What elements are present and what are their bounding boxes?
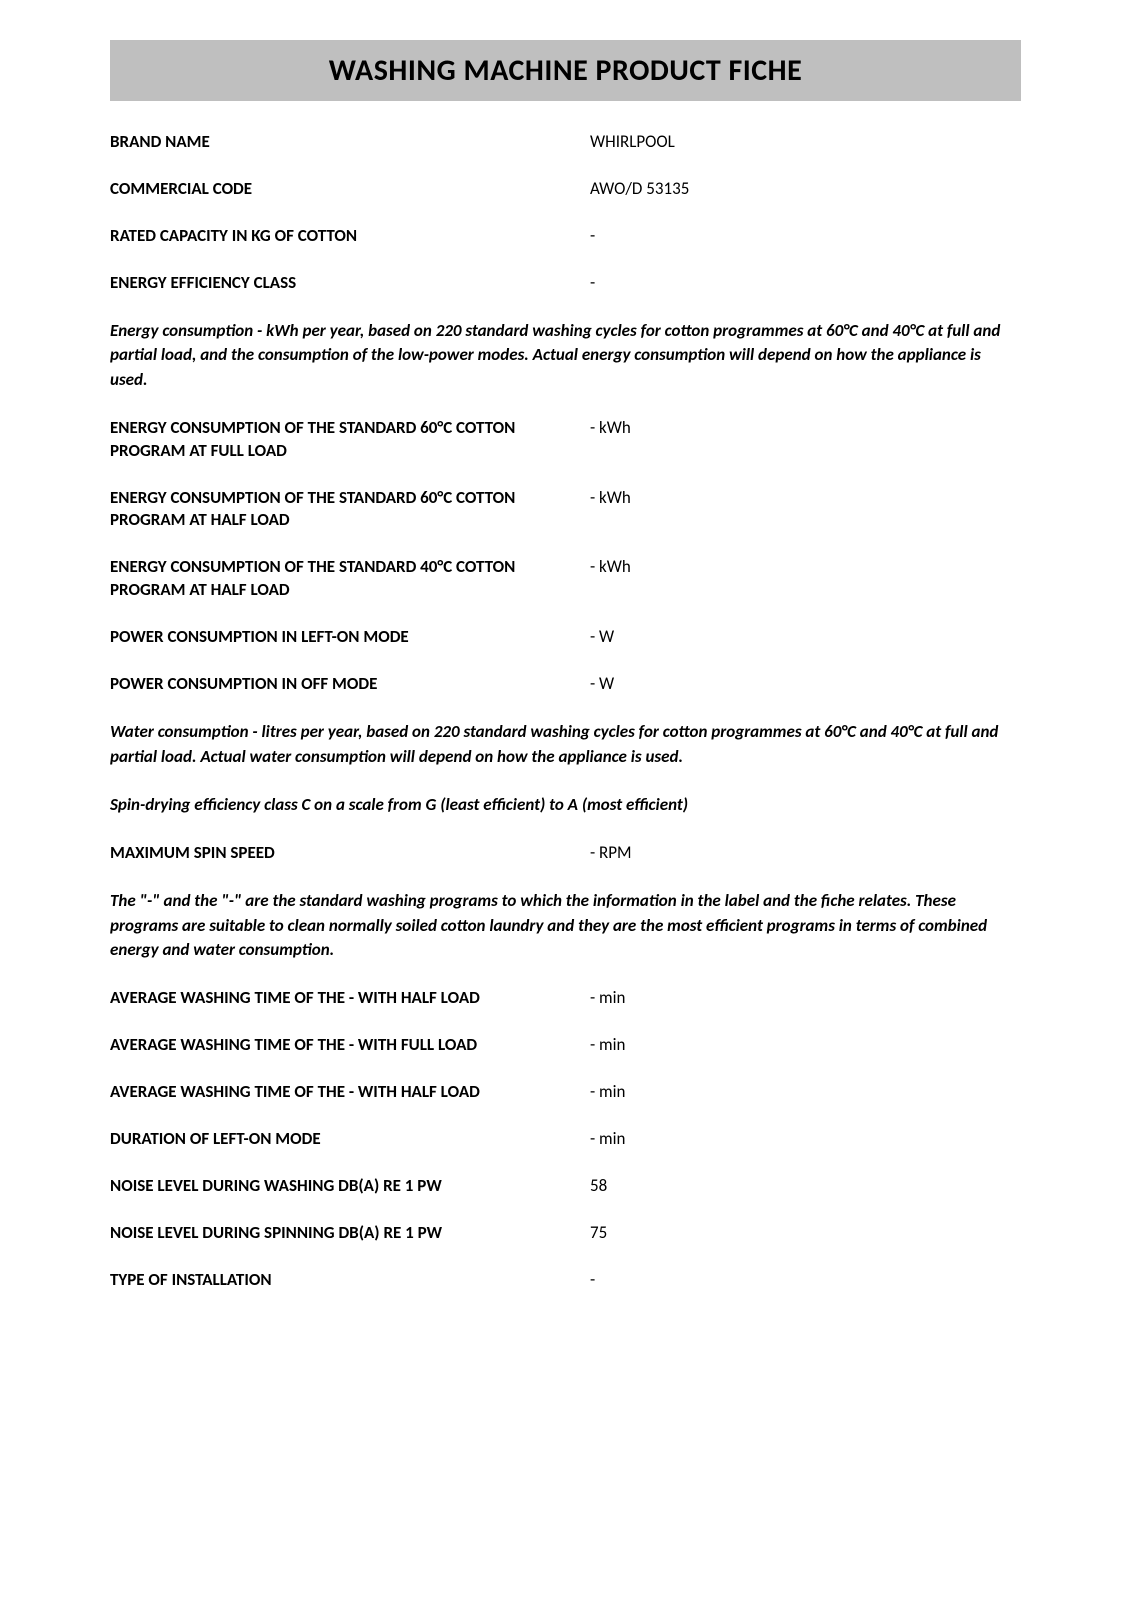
spec-label: NOISE LEVEL DURING SPINNING DB(A) RE 1 P… (110, 1222, 590, 1245)
spec-row: DURATION OF LEFT-ON MODE- min (110, 1128, 1021, 1151)
spec-value: - (590, 1269, 595, 1292)
spec-label: POWER CONSUMPTION IN OFF MODE (110, 673, 590, 696)
spec-value: - kWh (590, 556, 631, 579)
spec-row: NOISE LEVEL DURING WASHING DB(A) RE 1 PW… (110, 1175, 1021, 1198)
spec-label: AVERAGE WASHING TIME OF THE - WITH FULL … (110, 1034, 590, 1057)
spec-label: MAXIMUM SPIN SPEED (110, 842, 590, 865)
spec-row: RATED CAPACITY IN KG OF COTTON- (110, 225, 1021, 248)
spec-row: AVERAGE WASHING TIME OF THE - WITH HALF … (110, 1081, 1021, 1104)
section-energy: ENERGY CONSUMPTION OF THE STANDARD 60°C … (110, 417, 1021, 697)
spec-value: - min (590, 1081, 625, 1104)
spec-label: ENERGY CONSUMPTION OF THE STANDARD 60°C … (110, 417, 590, 463)
spec-row: ENERGY CONSUMPTION OF THE STANDARD 40°C … (110, 556, 1021, 602)
page-title: WASHING MACHINE PRODUCT FICHE (110, 52, 1021, 89)
spec-value: - W (590, 626, 614, 649)
spec-row: POWER CONSUMPTION IN LEFT-ON MODE- W (110, 626, 1021, 649)
spec-value: WHIRLPOOL (590, 131, 675, 154)
spec-value: - RPM (590, 842, 632, 865)
spec-value: - min (590, 987, 625, 1010)
section-top: BRAND NAMEWHIRLPOOL COMMERCIAL CODEAWO/D … (110, 131, 1021, 295)
section-spin: MAXIMUM SPIN SPEED- RPM (110, 842, 1021, 865)
note-water: Water consumption - litres per year, bas… (110, 720, 1021, 769)
spec-row: ENERGY CONSUMPTION OF THE STANDARD 60°C … (110, 487, 1021, 533)
spec-value: 58 (590, 1175, 607, 1198)
spec-value: - (590, 225, 595, 248)
spec-value: 75 (590, 1222, 607, 1245)
spec-label: NOISE LEVEL DURING WASHING DB(A) RE 1 PW (110, 1175, 590, 1198)
spec-label: POWER CONSUMPTION IN LEFT-ON MODE (110, 626, 590, 649)
title-bar: WASHING MACHINE PRODUCT FICHE (110, 40, 1021, 101)
spec-label: DURATION OF LEFT-ON MODE (110, 1128, 590, 1151)
spec-row: POWER CONSUMPTION IN OFF MODE- W (110, 673, 1021, 696)
note-energy: Energy consumption - kWh per year, based… (110, 319, 1021, 393)
spec-row: AVERAGE WASHING TIME OF THE - WITH FULL … (110, 1034, 1021, 1057)
spec-label: ENERGY CONSUMPTION OF THE STANDARD 60°C … (110, 487, 590, 533)
spec-value: - (590, 272, 595, 295)
spec-label: RATED CAPACITY IN KG OF COTTON (110, 225, 590, 248)
spec-value: - min (590, 1034, 625, 1057)
spec-label: AVERAGE WASHING TIME OF THE - WITH HALF … (110, 1081, 590, 1104)
section-bottom: AVERAGE WASHING TIME OF THE - WITH HALF … (110, 987, 1021, 1292)
spec-value: - W (590, 673, 614, 696)
spec-label: ENERGY CONSUMPTION OF THE STANDARD 40°C … (110, 556, 590, 602)
spec-value: - min (590, 1128, 625, 1151)
spec-row: ENERGY CONSUMPTION OF THE STANDARD 60°C … (110, 417, 1021, 463)
spec-row: AVERAGE WASHING TIME OF THE - WITH HALF … (110, 987, 1021, 1010)
spec-label: AVERAGE WASHING TIME OF THE - WITH HALF … (110, 987, 590, 1010)
spec-row: BRAND NAMEWHIRLPOOL (110, 131, 1021, 154)
spec-row: NOISE LEVEL DURING SPINNING DB(A) RE 1 P… (110, 1222, 1021, 1245)
spec-row: COMMERCIAL CODEAWO/D 53135 (110, 178, 1021, 201)
spec-row: ENERGY EFFICIENCY CLASS- (110, 272, 1021, 295)
spec-label: TYPE OF INSTALLATION (110, 1269, 590, 1292)
spec-row: MAXIMUM SPIN SPEED- RPM (110, 842, 1021, 865)
spec-label: ENERGY EFFICIENCY CLASS (110, 272, 590, 295)
spec-value: AWO/D 53135 (590, 178, 689, 201)
spec-label: COMMERCIAL CODE (110, 178, 590, 201)
note-spin: Spin-drying efficiency class C on a scal… (110, 793, 1021, 818)
spec-value: - kWh (590, 487, 631, 510)
spec-label: BRAND NAME (110, 131, 590, 154)
spec-row: TYPE OF INSTALLATION- (110, 1269, 1021, 1292)
note-programs: The "-" and the "-" are the standard was… (110, 889, 1021, 963)
spec-value: - kWh (590, 417, 631, 440)
